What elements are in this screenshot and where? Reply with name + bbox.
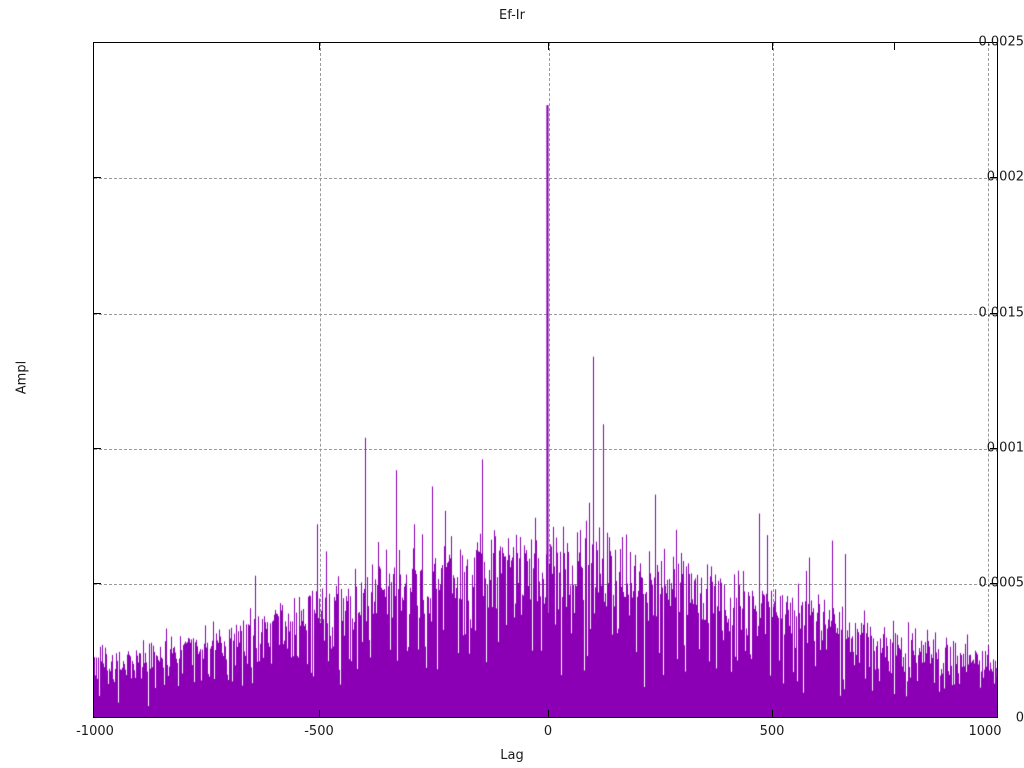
ytick-label: 0.0005 — [978, 575, 1024, 591]
x-axis-label: Lag — [500, 748, 524, 763]
ytick-label: 0.0015 — [978, 305, 1024, 320]
xtick-label: -1000 — [76, 724, 114, 739]
ytick-mark — [93, 448, 101, 449]
ytick-mark-right — [990, 583, 998, 584]
plot-area — [93, 42, 998, 718]
ytick-mark-right — [990, 312, 998, 314]
correlogram-trace — [94, 43, 997, 717]
xtick-mark — [548, 710, 549, 718]
y-axis-label: Ampl — [14, 360, 30, 395]
xtick-mark-top — [894, 42, 895, 50]
xtick-label: 0 — [543, 724, 553, 739]
ytick-mark — [93, 177, 101, 178]
xtick-mark-top — [772, 42, 773, 50]
ytick-label: 0.001 — [986, 440, 1024, 456]
xtick-label: -500 — [304, 724, 334, 739]
xtick-mark-top — [319, 42, 320, 50]
xtick-mark-top — [548, 42, 549, 50]
xtick-mark — [319, 710, 320, 718]
xtick-mark — [772, 710, 773, 718]
ytick-mark — [93, 583, 101, 584]
ytick-label: 0.0025 — [978, 34, 1024, 50]
xtick-label: 1000 — [968, 724, 1002, 739]
ytick-mark-right — [990, 177, 998, 178]
ytick-label: 0 — [1015, 710, 1024, 726]
ytick-mark-right — [990, 448, 998, 449]
chart-title: Ef-Ir — [499, 8, 525, 23]
ytick-mark — [93, 312, 101, 314]
xtick-label: 500 — [759, 724, 785, 739]
ytick-mark — [93, 42, 101, 43]
ytick-label: 0.002 — [986, 169, 1024, 185]
